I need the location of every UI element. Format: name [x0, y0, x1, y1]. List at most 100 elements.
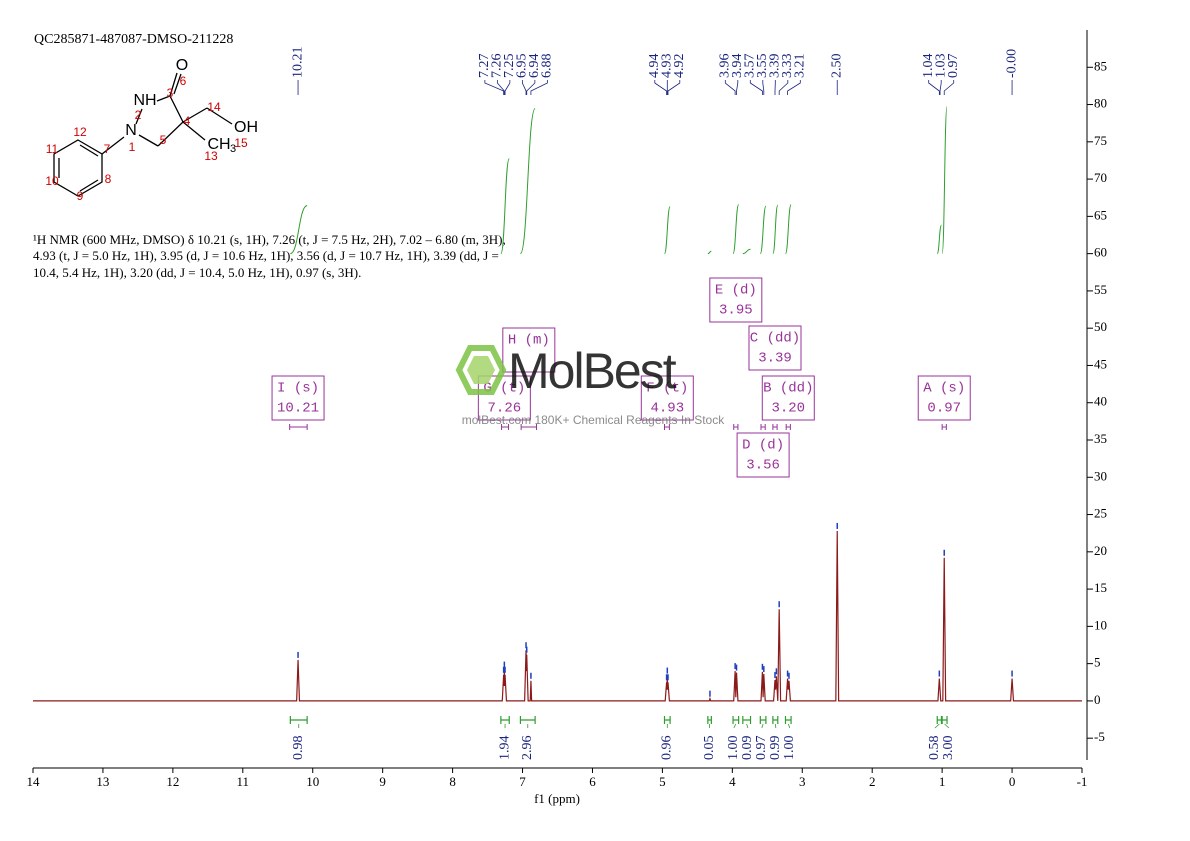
y-tick-label: 50	[1094, 319, 1107, 334]
integral-bracket	[784, 716, 792, 724]
bond	[182, 107, 208, 123]
multiplet-name: I (s)	[277, 381, 319, 397]
multiplet-box	[736, 432, 790, 478]
multiplet-name: F (t)	[646, 381, 688, 397]
peak-label-leader	[504, 80, 511, 95]
bond	[101, 136, 125, 155]
integral-curve	[784, 204, 792, 255]
peak-label: 4.93	[660, 54, 675, 79]
atom-label: N	[125, 122, 137, 139]
integral-bracket	[941, 716, 948, 724]
y-tick-label: 40	[1094, 394, 1107, 409]
chart-title: QC285871-487087-DMSO-211228	[34, 32, 233, 47]
description-line: 4.93 (t, J = 5.0 Hz, 1H), 3.95 (d, J = 1…	[33, 248, 499, 263]
x-tick-label: 14	[27, 774, 41, 789]
integral-curve	[664, 206, 671, 255]
peak-label-leader	[654, 80, 667, 95]
multiplet-shift: 10.21	[277, 401, 319, 417]
bond	[138, 134, 159, 147]
x-tick-label: 10	[306, 774, 319, 789]
integral-curve	[500, 158, 510, 255]
integral-label: 0.98	[291, 736, 306, 761]
x-tick-label: 9	[379, 774, 386, 789]
peak-label-leader	[762, 80, 765, 95]
peak-label: 3.21	[793, 54, 808, 79]
integral-curve	[742, 248, 751, 255]
bond	[169, 72, 178, 97]
description: ¹H NMR (600 MHz, DMSO) δ 10.21 (s, 1H), …	[33, 232, 506, 280]
multiplet-shift: 4.93	[650, 401, 684, 417]
bond	[79, 179, 99, 192]
multiplet-box	[640, 375, 694, 421]
atom-number: 5	[160, 133, 167, 147]
atom-number: 13	[204, 149, 218, 163]
peak-label: 10.21	[290, 47, 305, 79]
multiplet-shift: 3.20	[771, 401, 805, 417]
x-tick-label: 6	[589, 774, 596, 789]
multiplet-box	[709, 277, 763, 323]
peak-label-leader	[943, 80, 955, 95]
integral-curve	[941, 106, 948, 255]
peak-label: 2.50	[829, 54, 844, 79]
multiplet-name: E (d)	[715, 283, 757, 299]
y-tick-label: 30	[1094, 468, 1107, 483]
multiplet-name: C (dd)	[750, 331, 800, 347]
y-tick-label: 55	[1094, 282, 1107, 297]
peak-label: 1.03	[933, 54, 948, 79]
integral-leader	[746, 723, 749, 729]
peak-label: 7.26	[490, 53, 505, 78]
integral-curve	[772, 204, 779, 255]
atom-number: 4	[184, 114, 191, 128]
benzene-ring	[53, 139, 103, 197]
bond	[157, 121, 184, 147]
logo	[467, 356, 495, 384]
x-tick-label: 2	[869, 774, 876, 789]
integral-bracket	[742, 716, 752, 724]
y-tick-label: -5	[1094, 729, 1105, 744]
integral-bracket	[519, 716, 536, 724]
multiplet-range	[785, 424, 791, 430]
integral-label: 0.09	[740, 736, 755, 761]
atom-number: 10	[45, 174, 59, 188]
integral-bracket	[707, 716, 712, 724]
peak-label: 3.55	[755, 54, 770, 79]
peak-label-leader	[939, 80, 942, 95]
bond	[169, 95, 184, 123]
multiplet-shift: 3.39	[758, 351, 792, 367]
description-line: ¹H NMR (600 MHz, DMSO) δ 10.21 (s, 1H), …	[33, 232, 506, 247]
atom-label: 3	[230, 143, 236, 155]
peak-label: 0.97	[946, 54, 961, 79]
atom-number: 15	[234, 136, 248, 150]
x-tick-label: 1	[939, 774, 946, 789]
atom-label: OH	[234, 119, 258, 136]
integral-label: 3.00	[941, 736, 956, 761]
description-line: 10.4, 5.4 Hz, 1H), 3.20 (dd, J = 10.4, 5…	[33, 265, 361, 280]
bond	[135, 108, 143, 125]
peak-label: 6.95	[515, 54, 530, 79]
peak-label-leader	[749, 80, 763, 95]
bond	[173, 73, 182, 95]
integral-bracket	[759, 716, 767, 724]
logo	[455, 345, 507, 395]
y-tick-label: 15	[1094, 580, 1107, 595]
multiplet-range	[772, 424, 778, 430]
integral-label: 1.00	[782, 736, 797, 761]
atom-number: 11	[46, 142, 59, 156]
atom-number: 14	[207, 100, 221, 114]
peak-label: 3.94	[730, 54, 745, 79]
peak-label: 4.92	[672, 54, 687, 79]
spectrum	[33, 530, 1082, 702]
integral-label: 0.99	[768, 736, 783, 761]
peak-label-leader	[521, 80, 527, 95]
watermark-brand: MolBest	[508, 343, 677, 399]
integral-leader	[944, 723, 950, 729]
y-tick-label: 75	[1094, 133, 1107, 148]
integral-curve	[707, 250, 712, 255]
x-tick-label: 0	[1009, 774, 1016, 789]
multiplet-range	[663, 424, 670, 430]
peak-label: 3.57	[743, 54, 758, 79]
peak-label-leader	[778, 80, 789, 95]
integral-bracket	[663, 716, 671, 724]
integral-leader	[733, 723, 737, 729]
